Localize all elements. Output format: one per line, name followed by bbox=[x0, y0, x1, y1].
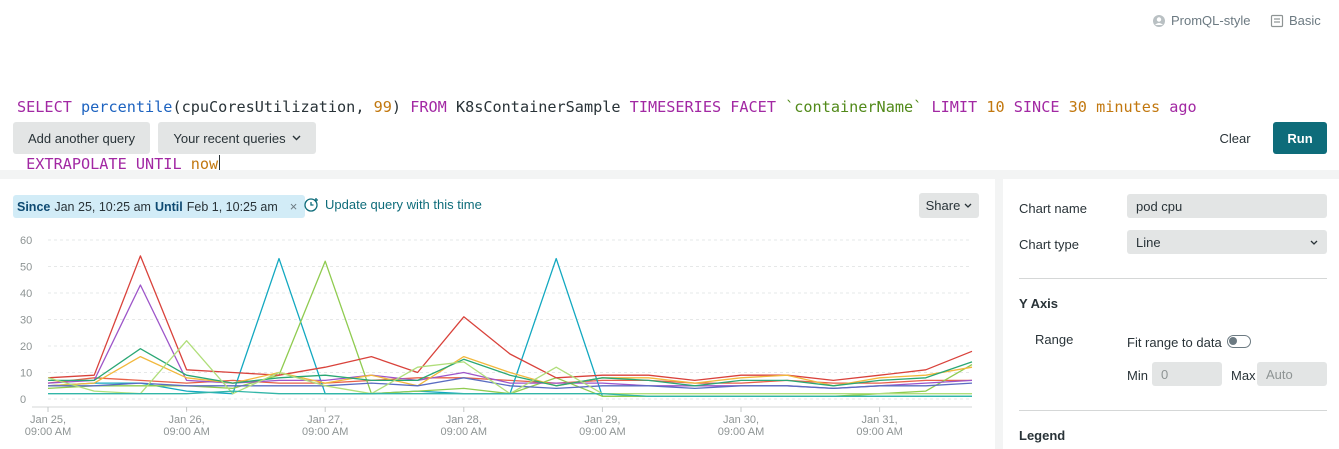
query-token bbox=[1005, 98, 1014, 116]
x-tick-label: Jan 30, bbox=[723, 414, 759, 426]
recent-queries-label: Your recent queries bbox=[173, 130, 286, 146]
section-divider bbox=[0, 170, 1339, 179]
basic-mode-toggle[interactable]: Basic bbox=[1270, 13, 1321, 28]
query-line-1: SELECT percentile(cpuCoresUtilization, 9… bbox=[17, 98, 1197, 117]
x-tick-label: 09:00 AM bbox=[579, 426, 625, 438]
chart-settings-panel: Chart name pod cpu Chart type Line Y Axi… bbox=[1003, 179, 1339, 449]
until-value: Feb 1, 10:25 am bbox=[186, 199, 278, 214]
chart-name-label: Chart name bbox=[1019, 201, 1087, 216]
fit-range-toggle[interactable] bbox=[1227, 335, 1251, 348]
query-token: percentile bbox=[81, 98, 173, 116]
x-tick-label: 09:00 AM bbox=[25, 426, 71, 438]
chevron-down-icon bbox=[1310, 240, 1318, 245]
query-token: ago bbox=[1169, 98, 1197, 116]
query-token: EXTRAPOLATE UNTIL bbox=[17, 155, 191, 173]
query-token: K8sContainerSample bbox=[446, 98, 630, 116]
query-token: TIMESERIES FACET bbox=[629, 98, 786, 116]
y-tick-label: 20 bbox=[20, 341, 32, 353]
query-token: now bbox=[190, 155, 219, 173]
x-tick-label: Jan 29, bbox=[584, 414, 620, 426]
chart-type-label: Chart type bbox=[1019, 237, 1079, 252]
series-line-3 bbox=[47, 260, 973, 397]
share-button[interactable]: Share bbox=[919, 193, 979, 218]
chevron-down-icon bbox=[292, 135, 301, 141]
range-label: Range bbox=[1035, 332, 1074, 347]
y-tick-label: 10 bbox=[20, 368, 32, 380]
y-tick-label: 0 bbox=[20, 394, 26, 406]
x-tick-label: 09:00 AM bbox=[718, 426, 764, 438]
y-tick-label: 50 bbox=[20, 262, 32, 274]
promql-icon bbox=[1153, 14, 1165, 27]
query-token: 30 bbox=[1068, 98, 1087, 116]
query-line-2: EXTRAPOLATE UNTIL now bbox=[17, 155, 1197, 174]
since-label: Since bbox=[17, 199, 51, 214]
promql-mode-label: PromQL-style bbox=[1171, 13, 1251, 28]
x-tick-label: Jan 28, bbox=[446, 414, 482, 426]
series-line-8 bbox=[48, 377, 973, 390]
query-editor: PromQL-style Basic SELECT percentile(cpu… bbox=[0, 0, 1339, 173]
series-line-5 bbox=[47, 255, 973, 382]
y-max-input[interactable]: Auto bbox=[1257, 362, 1327, 386]
query-token bbox=[1087, 98, 1096, 116]
panel-gap bbox=[995, 170, 1003, 449]
min-label: Min bbox=[1127, 368, 1148, 383]
series-line-7 bbox=[48, 348, 973, 387]
x-tick-label: Jan 27, bbox=[307, 414, 343, 426]
fit-range-label: Fit range to data bbox=[1127, 335, 1222, 350]
since-value: Jan 25, 10:25 am bbox=[54, 199, 151, 214]
clear-button[interactable]: Clear bbox=[1208, 122, 1262, 154]
add-another-query-button[interactable]: Add another query bbox=[13, 122, 150, 154]
query-token: 99 bbox=[373, 98, 392, 116]
update-query-label: Update query with this time bbox=[325, 197, 482, 212]
share-label: Share bbox=[925, 198, 961, 213]
y-tick-label: 40 bbox=[20, 288, 32, 300]
promql-mode-toggle[interactable]: PromQL-style bbox=[1152, 13, 1250, 28]
run-button[interactable]: Run bbox=[1273, 122, 1327, 154]
max-label: Max bbox=[1231, 368, 1256, 383]
x-tick-label: 09:00 AM bbox=[163, 426, 209, 438]
settings-divider bbox=[1019, 410, 1327, 411]
y-tick-label: 60 bbox=[20, 235, 32, 247]
series-line-6 bbox=[47, 355, 973, 387]
chart-type-value: Line bbox=[1136, 234, 1161, 250]
x-tick-label: 09:00 AM bbox=[302, 426, 348, 438]
query-token: ) bbox=[391, 98, 411, 116]
text-cursor bbox=[219, 155, 221, 172]
nrql-query-input[interactable]: SELECT percentile(cpuCoresUtilization, 9… bbox=[17, 60, 1197, 212]
clock-plus-icon bbox=[304, 198, 318, 212]
x-tick-label: 09:00 AM bbox=[856, 426, 902, 438]
chevron-down-icon bbox=[964, 203, 972, 208]
query-token: `containerName` bbox=[785, 98, 923, 116]
y-axis-heading: Y Axis bbox=[1019, 296, 1059, 311]
time-range-pill[interactable]: Since Jan 25, 10:25 am Until Feb 1, 10:2… bbox=[13, 195, 306, 218]
x-tick-label: Jan 25, bbox=[30, 414, 66, 426]
chart-name-input[interactable]: pod cpu bbox=[1127, 194, 1327, 218]
y-min-input[interactable]: 0 bbox=[1152, 362, 1222, 386]
query-token: SINCE bbox=[1013, 98, 1069, 116]
x-tick-label: Jan 31, bbox=[862, 414, 898, 426]
query-token bbox=[1160, 98, 1169, 116]
query-token: minutes bbox=[1096, 98, 1161, 116]
update-query-time-link[interactable]: Update query with this time bbox=[304, 197, 482, 212]
basic-mode-icon bbox=[1270, 14, 1284, 27]
query-token: SELECT bbox=[17, 98, 82, 116]
query-token: FROM bbox=[410, 98, 447, 116]
chart-panel: Since Jan 25, 10:25 am Until Feb 1, 10:2… bbox=[0, 179, 995, 449]
query-token: 10 bbox=[986, 98, 1005, 116]
legend-heading: Legend bbox=[1019, 428, 1066, 443]
query-token: LIMIT bbox=[931, 98, 987, 116]
settings-divider bbox=[1019, 278, 1327, 279]
series-line-10 bbox=[48, 390, 972, 397]
chart-type-select[interactable]: Line bbox=[1127, 230, 1327, 254]
y-tick-label: 30 bbox=[20, 315, 32, 327]
recent-queries-dropdown[interactable]: Your recent queries bbox=[158, 122, 316, 154]
until-label: Until bbox=[154, 199, 183, 214]
query-token: (cpuCoresUtilization, bbox=[172, 98, 374, 116]
x-tick-label: 09:00 AM bbox=[441, 426, 487, 438]
close-icon[interactable]: × bbox=[289, 199, 298, 214]
basic-mode-label: Basic bbox=[1289, 13, 1321, 28]
x-tick-label: Jan 26, bbox=[169, 414, 205, 426]
